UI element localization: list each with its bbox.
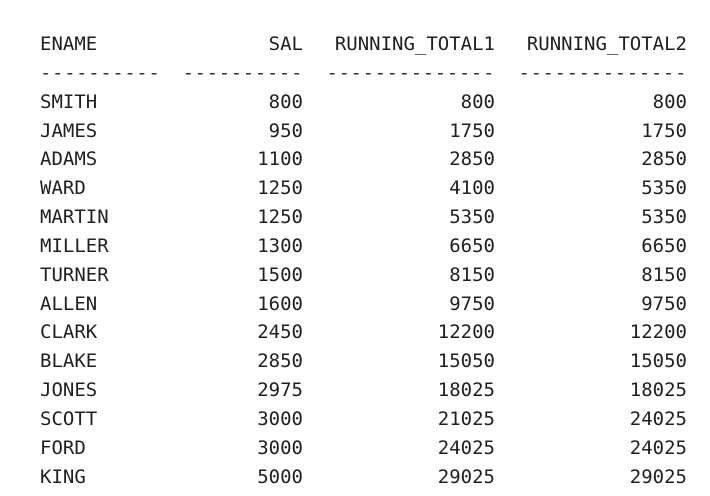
cell-sal: 3000 <box>257 436 303 459</box>
cell-sal: 1300 <box>257 234 303 257</box>
separator-ename: ---------- <box>40 61 161 84</box>
cell-ename: ADAMS <box>40 148 98 171</box>
cell-running-total1: 1750 <box>449 119 495 142</box>
cell-running-total2: 29025 <box>629 465 687 488</box>
cell-ename: ALLEN <box>40 292 98 315</box>
table-row: JONES 2975 18025 18025 <box>40 376 690 405</box>
cell-running-total2: 15050 <box>629 350 687 373</box>
table-row: BLAKE 2850 15050 15050 <box>40 347 690 376</box>
cell-running-total1: 800 <box>460 90 495 113</box>
cell-ename: BLAKE <box>40 350 98 373</box>
cell-sal: 5000 <box>257 465 303 488</box>
cell-running-total1: 9750 <box>449 292 495 315</box>
cell-running-total1: 15050 <box>437 350 495 373</box>
table-row: ALLEN 1600 9750 9750 <box>40 290 690 319</box>
cell-running-total2: 8150 <box>641 263 687 286</box>
table-row: MILLER 1300 6650 6650 <box>40 232 690 261</box>
table-row: KING 5000 29025 29025 <box>40 463 690 492</box>
cell-running-total1: 21025 <box>437 407 495 430</box>
cell-sal: 1100 <box>257 148 303 171</box>
query-result-table: ENAME SAL RUNNING_TOTAL1 RUNNING_TOTAL2 … <box>40 30 690 492</box>
separator-running-total1: -------------- <box>326 61 495 84</box>
cell-running-total1: 12200 <box>437 321 495 344</box>
cell-running-total2: 24025 <box>629 436 687 459</box>
cell-ename: MARTIN <box>40 206 109 229</box>
cell-sal: 800 <box>268 90 303 113</box>
cell-running-total1: 8150 <box>449 263 495 286</box>
cell-ename: MILLER <box>40 234 109 257</box>
table-row: WARD 1250 4100 5350 <box>40 174 690 203</box>
cell-sal: 2450 <box>257 321 303 344</box>
cell-running-total1: 2850 <box>449 148 495 171</box>
cell-ename: JAMES <box>40 119 98 142</box>
cell-sal: 1250 <box>257 206 303 229</box>
cell-running-total1: 18025 <box>437 379 495 402</box>
table-row: MARTIN 1250 5350 5350 <box>40 203 690 232</box>
cell-sal: 1250 <box>257 177 303 200</box>
cell-ename: FORD <box>40 436 86 459</box>
cell-ename: TURNER <box>40 263 109 286</box>
table-row: SCOTT 3000 21025 24025 <box>40 405 690 434</box>
cell-running-total2: 9750 <box>641 292 687 315</box>
cell-sal: 2975 <box>257 379 303 402</box>
cell-ename: KING <box>40 465 86 488</box>
column-header-running-total2: RUNNING_TOTAL2 <box>526 33 687 55</box>
table-row: JAMES 950 1750 1750 <box>40 117 690 146</box>
cell-ename: JONES <box>40 379 98 402</box>
cell-sal: 1600 <box>257 292 303 315</box>
column-header-running-total1: RUNNING_TOTAL1 <box>334 33 495 55</box>
cell-running-total2: 6650 <box>641 234 687 257</box>
column-header-row: ENAME SAL RUNNING_TOTAL1 RUNNING_TOTAL2 <box>40 30 690 59</box>
cell-running-total2: 1750 <box>641 119 687 142</box>
cell-ename: SMITH <box>40 90 98 113</box>
table-row: SMITH 800 800 800 <box>40 88 690 117</box>
cell-running-total1: 6650 <box>449 234 495 257</box>
separator-row: ---------- ---------- -------------- ---… <box>40 59 690 88</box>
cell-sal: 1500 <box>257 263 303 286</box>
table-row: FORD 3000 24025 24025 <box>40 434 690 463</box>
column-header-ename: ENAME <box>40 33 98 55</box>
table-row: CLARK 2450 12200 12200 <box>40 318 690 347</box>
separator-running-total2: -------------- <box>518 61 687 84</box>
table-row: TURNER 1500 8150 8150 <box>40 261 690 290</box>
cell-ename: WARD <box>40 177 86 200</box>
cell-sal: 2850 <box>257 350 303 373</box>
column-header-sal: SAL <box>268 33 303 55</box>
cell-sal: 3000 <box>257 407 303 430</box>
cell-ename: SCOTT <box>40 407 98 430</box>
cell-running-total2: 12200 <box>629 321 687 344</box>
cell-running-total1: 29025 <box>437 465 495 488</box>
cell-ename: CLARK <box>40 321 98 344</box>
cell-sal: 950 <box>268 119 303 142</box>
data-rows: SMITH 800 800 800 JAMES 950 1750 1750 ADAMS 1100 2… <box>40 88 690 492</box>
cell-running-total1: 4100 <box>449 177 495 200</box>
cell-running-total1: 5350 <box>449 206 495 229</box>
cell-running-total1: 24025 <box>437 436 495 459</box>
table-row: ADAMS 1100 2850 2850 <box>40 145 690 174</box>
cell-running-total2: 5350 <box>641 177 687 200</box>
cell-running-total2: 18025 <box>629 379 687 402</box>
cell-running-total2: 800 <box>652 90 687 113</box>
cell-running-total2: 5350 <box>641 206 687 229</box>
separator-sal: ---------- <box>182 61 303 84</box>
cell-running-total2: 24025 <box>629 407 687 430</box>
cell-running-total2: 2850 <box>641 148 687 171</box>
